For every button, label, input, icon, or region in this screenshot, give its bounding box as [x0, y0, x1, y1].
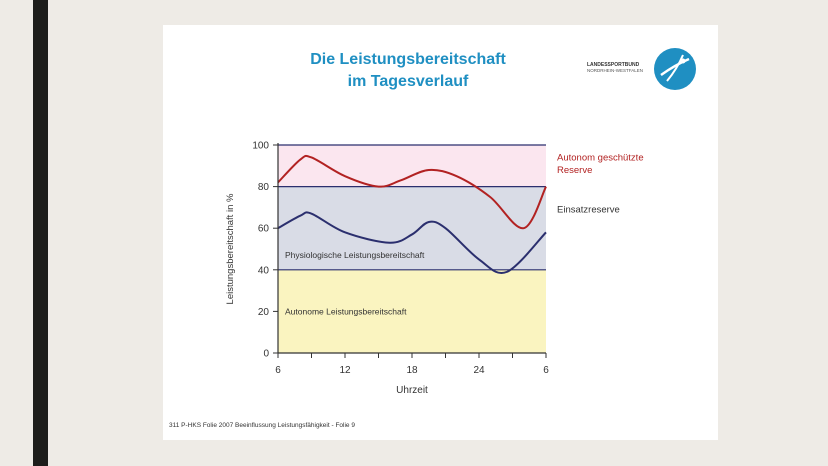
right-label-1: Autonom geschützte [557, 152, 644, 163]
series-line-1 [277, 154, 547, 230]
chart-labels: Autonome Leistungsbereitschaft Physiologi… [285, 152, 644, 316]
band-2 [278, 186, 546, 270]
chart-bands [278, 144, 546, 353]
title-line-1: Die Leistungsbereitschaft [310, 51, 506, 68]
logo-line-1: LANDESSPORTBUND [587, 62, 640, 68]
series-line-2 [277, 211, 547, 274]
x-axis-title: Uhrzeit [396, 385, 428, 396]
y-tick-label-0: 0 [263, 349, 269, 360]
x-tick-label-2: 12 [339, 365, 351, 376]
y-tick-label-80: 80 [258, 182, 270, 193]
band-label-1: Autonome Leistungsbereitschaft [285, 306, 407, 316]
title-line-2: im Tagesverlauf [347, 73, 469, 90]
x-tick-label-1: 6 [275, 365, 281, 376]
landessportbund-logo-icon [654, 48, 696, 90]
band-1 [278, 269, 546, 353]
chart: 0 20 40 60 80 100 6 12 18 24 6 Uhrzeit Leistungsbere… [225, 141, 644, 397]
x-tick-label-3: 18 [406, 365, 418, 376]
y-tick-label-40: 40 [258, 265, 270, 276]
y-axis-title: Leistungsbereitschaft in % [225, 193, 236, 304]
right-label-3: Einsatzreserve [557, 204, 620, 215]
x-tick-label-4: 24 [473, 365, 485, 376]
y-tick-label-100: 100 [252, 141, 269, 152]
x-tick-label-5: 6 [543, 365, 549, 376]
slide-title: Die Leistungsbereitschaft im Tagesverlau… [263, 49, 553, 93]
logo-text: LANDESSPORTBUND NORDRHEIN-WESTFALEN [587, 62, 653, 74]
y-tick-label-20: 20 [258, 307, 270, 318]
band-4 [278, 145, 546, 187]
left-accent-bar [33, 0, 48, 466]
slide-footer: 311 P-HKS Folie 2007 Beeinflussung Leist… [169, 422, 355, 429]
slide: Die Leistungsbereitschaft im Tagesverlau… [163, 25, 718, 440]
y-tick-label-60: 60 [258, 224, 270, 235]
chart-axes: 0 20 40 60 80 100 6 12 18 24 6 Uhrzeit Leistungsbere… [225, 141, 549, 397]
chart-lines [277, 154, 547, 274]
band-label-2: Physiologische Leistungsbereitschaft [285, 250, 425, 260]
logo-line-2: NORDRHEIN-WESTFALEN [587, 68, 644, 73]
right-label-2: Reserve [557, 165, 592, 176]
